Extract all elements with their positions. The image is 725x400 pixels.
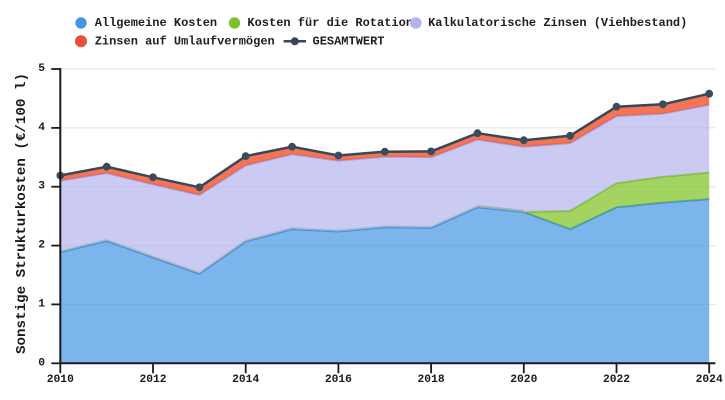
- svg-text:2014: 2014: [232, 374, 259, 386]
- svg-text:Zinsen auf Umlaufvermögen: Zinsen auf Umlaufvermögen: [95, 34, 275, 48]
- svg-text:1: 1: [38, 298, 45, 310]
- svg-text:4: 4: [38, 122, 45, 134]
- svg-text:5: 5: [38, 63, 45, 75]
- svg-text:2018: 2018: [418, 374, 445, 386]
- svg-text:2016: 2016: [325, 374, 352, 386]
- svg-text:0: 0: [38, 357, 45, 369]
- svg-text:2020: 2020: [510, 374, 537, 386]
- svg-text:2010: 2010: [47, 374, 74, 386]
- svg-text:2022: 2022: [603, 374, 630, 386]
- svg-text:Kosten für die Rotation: Kosten für die Rotation: [247, 16, 413, 30]
- svg-text:2012: 2012: [139, 374, 166, 386]
- svg-text:GESAMTWERT: GESAMTWERT: [313, 34, 385, 48]
- svg-text:Sonstige Strukturkosten (€/100: Sonstige Strukturkosten (€/100 l): [14, 73, 30, 354]
- svg-text:2024: 2024: [696, 374, 723, 386]
- svg-text:2: 2: [38, 240, 45, 252]
- svg-text:3: 3: [38, 181, 45, 193]
- svg-text:Kalkulatorische Zinsen (Viehbe: Kalkulatorische Zinsen (Viehbestand): [428, 16, 687, 30]
- svg-text:Allgemeine Kosten: Allgemeine Kosten: [95, 16, 217, 30]
